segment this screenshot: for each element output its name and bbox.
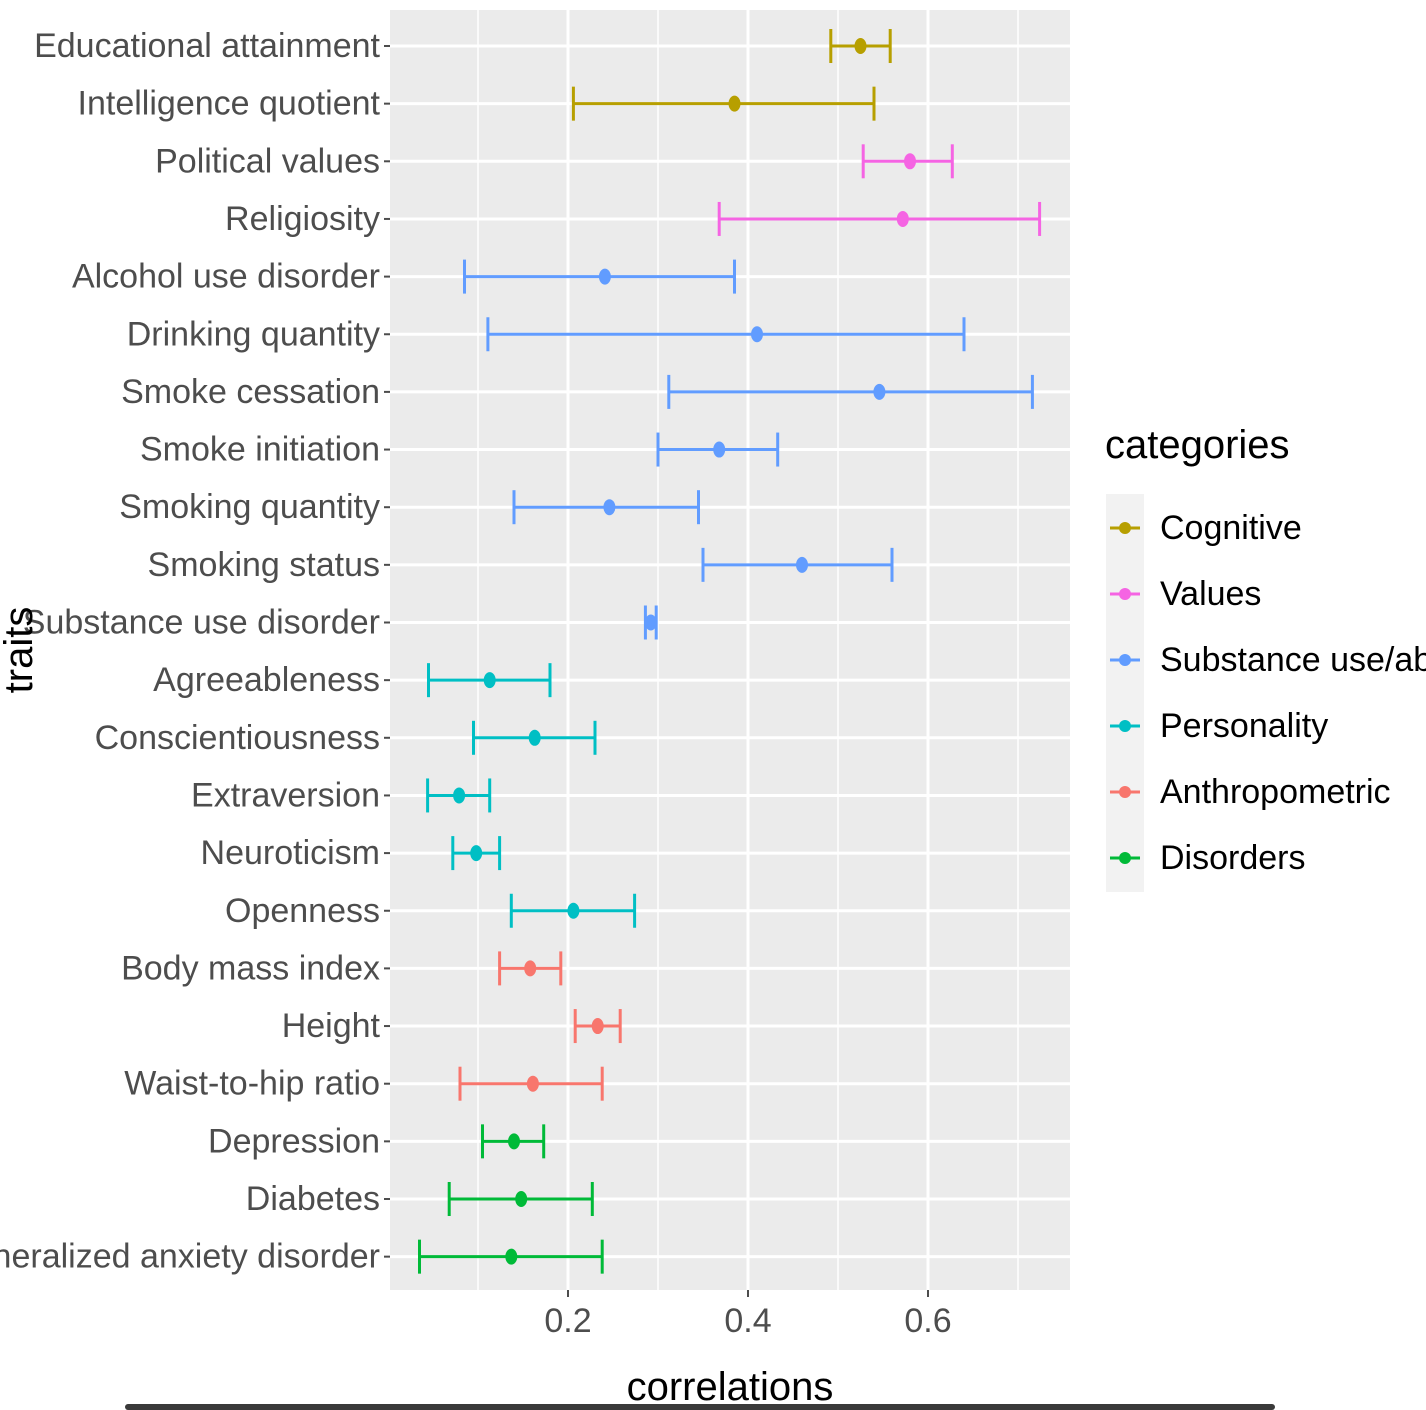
errorbar-smoking-quantity bbox=[512, 490, 700, 525]
errorbar-substance-use-disorder bbox=[643, 605, 658, 640]
errorbar-alcohol-use-disorder bbox=[463, 259, 736, 294]
plot-panel bbox=[390, 10, 1070, 1290]
point-estimate bbox=[751, 326, 763, 343]
y-tick-label-drinking-quantity: Drinking quantity bbox=[127, 315, 380, 353]
legend-key-point bbox=[1119, 522, 1131, 534]
legend-item-disorders: Disorders bbox=[1110, 839, 1305, 877]
point-estimate bbox=[453, 787, 466, 804]
y-tick-label-alcohol-use-disorder: Alcohol use disorder bbox=[72, 258, 380, 296]
y-tick-label-smoke-cessation: Smoke cessation bbox=[121, 373, 380, 411]
errorbar-drinking-quantity bbox=[486, 317, 966, 352]
y-axis-ticks: Educational attainment Intelligence quoti… bbox=[0, 27, 390, 1276]
legend-label: Cognitive bbox=[1160, 509, 1302, 547]
errorbar-body-mass-index bbox=[498, 951, 563, 986]
point-estimate bbox=[524, 960, 537, 977]
errorbar-religiosity bbox=[717, 201, 1042, 236]
y-tick-label-smoking-quantity: Smoking quantity bbox=[119, 488, 380, 526]
point-estimate bbox=[591, 1018, 604, 1035]
legend-key-point bbox=[1119, 654, 1131, 666]
legend-item-anthropometric: Anthropometric bbox=[1110, 773, 1391, 811]
y-tick-label-substance-use-disorder: Substance use disorder bbox=[23, 604, 380, 642]
errorbar-extraversion bbox=[426, 778, 492, 813]
errorbar-political-values bbox=[861, 144, 954, 179]
y-tick-label-smoking-status: Smoking status bbox=[148, 546, 380, 584]
y-tick-label-extraversion: Extraversion bbox=[191, 776, 380, 814]
point-estimate bbox=[515, 1191, 528, 1207]
y-tick-label-neuroticism: Neuroticism bbox=[201, 834, 380, 872]
errorbar-neuroticism bbox=[451, 836, 502, 871]
point-estimate bbox=[873, 383, 886, 400]
errorbar-conscientiousness bbox=[472, 720, 597, 755]
errorbar-intelligence-quotient bbox=[571, 86, 876, 121]
errorbar-depression bbox=[481, 1124, 546, 1159]
y-tick-label-generalized-anxiety-disorder: Generalized anxiety disorder bbox=[0, 1238, 380, 1276]
point-estimate bbox=[644, 614, 657, 631]
point-estimate bbox=[904, 153, 916, 170]
x-tick-label: 0.2 bbox=[544, 1302, 591, 1340]
legend-label: Anthropometric bbox=[1160, 773, 1391, 811]
legend-key-point bbox=[1119, 852, 1131, 864]
y-tick-label-openness: Openness bbox=[225, 892, 380, 930]
legend-label: Personality bbox=[1160, 707, 1328, 745]
legend-key-point bbox=[1119, 588, 1131, 600]
errorbar-agreeableness bbox=[427, 663, 552, 698]
legend-item-values: Values bbox=[1110, 575, 1261, 613]
legend-title: categories bbox=[1105, 423, 1290, 467]
point-estimate bbox=[508, 1133, 520, 1150]
error-bars bbox=[418, 29, 1042, 1274]
errorbar-smoke-initiation bbox=[656, 432, 780, 467]
legend-label: Disorders bbox=[1160, 839, 1305, 877]
y-tick-label-political-values: Political values bbox=[155, 142, 380, 180]
point-estimate bbox=[598, 268, 611, 285]
y-tick-label-religiosity: Religiosity bbox=[225, 200, 380, 238]
y-tick-label-waist-to-hip-ratio: Waist-to-hip ratio bbox=[124, 1065, 380, 1103]
legend: categories Cognitive Values Substance use/… bbox=[1105, 423, 1426, 892]
errorbar-openness bbox=[509, 893, 637, 928]
legend-label: Substance use/abuse bbox=[1160, 641, 1426, 679]
legend-item-substance-use-abuse: Substance use/abuse bbox=[1110, 641, 1426, 679]
point-estimate bbox=[796, 556, 808, 573]
x-axis-title: correlations bbox=[627, 1365, 834, 1409]
y-tick-label-smoke-initiation: Smoke initiation bbox=[140, 431, 380, 469]
legend-items: Cognitive Values Substance use/abuse Person… bbox=[1110, 509, 1426, 877]
errorbar-diabetes bbox=[447, 1182, 594, 1216]
legend-item-cognitive: Cognitive bbox=[1110, 509, 1302, 547]
point-estimate bbox=[854, 38, 867, 54]
y-axis-title: traits bbox=[0, 607, 41, 694]
x-tick-label: 0.4 bbox=[724, 1302, 771, 1340]
y-tick-label-educational-attainment: Educational attainment bbox=[34, 27, 380, 65]
y-tick-label-height: Height bbox=[282, 1007, 381, 1045]
point-estimate bbox=[505, 1248, 518, 1265]
legend-key-background bbox=[1106, 494, 1144, 892]
errorbar-waist-to-hip-ratio bbox=[458, 1066, 604, 1101]
errorbar-smoking-status bbox=[701, 547, 894, 582]
point-estimate bbox=[713, 441, 726, 458]
y-tick-label-conscientiousness: Conscientiousness bbox=[95, 719, 380, 757]
legend-label: Values bbox=[1160, 575, 1261, 613]
errorbar-generalized-anxiety-disorder bbox=[418, 1239, 604, 1274]
y-tick-label-intelligence-quotient: Intelligence quotient bbox=[78, 85, 381, 123]
point-estimate bbox=[896, 210, 909, 227]
errorbar-height bbox=[573, 1009, 622, 1044]
y-tick-label-agreeableness: Agreeableness bbox=[153, 661, 380, 699]
point-estimate bbox=[567, 902, 580, 919]
point-estimate bbox=[603, 499, 616, 516]
window-bottom-edge bbox=[125, 1404, 1275, 1410]
x-tick-label: 0.6 bbox=[904, 1302, 951, 1340]
point-estimate bbox=[470, 845, 483, 862]
point-estimate bbox=[483, 672, 496, 689]
y-tick-label-body-mass-index: Body mass index bbox=[121, 949, 380, 987]
x-axis-ticks: 0.2 0.4 0.6 bbox=[544, 1290, 952, 1340]
legend-key-point bbox=[1119, 720, 1131, 732]
y-tick-label-diabetes: Diabetes bbox=[246, 1180, 380, 1218]
point-estimate bbox=[528, 729, 541, 746]
legend-item-personality: Personality bbox=[1110, 707, 1328, 745]
legend-key-point bbox=[1119, 786, 1131, 798]
point-estimate bbox=[728, 95, 741, 112]
y-tick-label-depression: Depression bbox=[208, 1122, 380, 1160]
errorbar-educational-attainment bbox=[829, 29, 892, 63]
point-estimate bbox=[526, 1075, 539, 1092]
errorbar-smoke-cessation bbox=[667, 374, 1034, 409]
